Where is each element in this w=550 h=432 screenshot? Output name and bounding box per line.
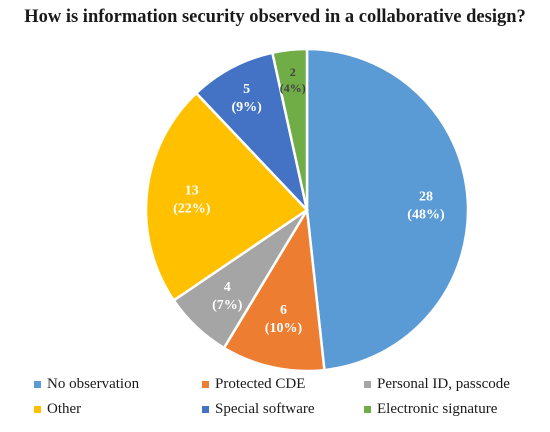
legend-item-special-software: Special software — [202, 401, 364, 418]
data-label-percent-protected-cde: (10%) — [265, 321, 303, 336]
pie-slice-other — [144, 91, 309, 302]
data-label-percent-electronic-signature: (4%) — [280, 81, 306, 95]
data-label-percent-other: (22%) — [173, 201, 211, 216]
pie-slice-no-observation — [305, 47, 470, 372]
legend-swatch-personal-id-passcode — [364, 381, 371, 388]
legend-label-protected-cde: Protected CDE — [215, 376, 306, 392]
legend-label-personal-id-passcode: Personal ID, passcode — [377, 376, 510, 392]
legend-item-no-observation: No observation — [34, 376, 202, 393]
legend-swatch-no-observation — [34, 381, 41, 388]
data-label-value-no-observation: 28 — [419, 190, 433, 205]
chart-title: How is information security observed in … — [24, 7, 526, 27]
legend-item-electronic-signature: Electronic signature — [364, 401, 534, 418]
legend-item-protected-cde: Protected CDE — [202, 376, 364, 393]
legend-label-other: Other — [47, 401, 82, 417]
pie-slice-special-software — [195, 51, 309, 212]
data-label-percent-special-software: (9%) — [232, 100, 263, 115]
legend-swatch-other — [34, 406, 41, 413]
legend-swatch-electronic-signature — [364, 406, 371, 413]
legend-swatch-special-software — [202, 406, 209, 413]
data-label-value-other: 13 — [185, 183, 199, 198]
pie-chart: 28 (48%) 6 (10%) 4 (7%) 13 (22%) 5 (9%) 2 (4%) — [144, 47, 470, 372]
legend: No observation Protected CDE Personal ID, … — [34, 376, 534, 418]
data-label-value-special-software: 5 — [243, 82, 250, 97]
pie-slice-electronic-signature — [271, 47, 309, 212]
legend-swatch-protected-cde — [202, 381, 209, 388]
pie-slice-protected-cde — [222, 208, 326, 372]
data-label-percent-no-observation: (48%) — [407, 208, 445, 223]
data-label-value-personal-id-passcode: 4 — [224, 280, 231, 295]
data-label-value-electronic-signature: 2 — [290, 65, 296, 79]
data-label-value-protected-cde: 6 — [280, 303, 287, 318]
data-label-percent-personal-id-passcode: (7%) — [212, 298, 243, 313]
legend-label-special-software: Special software — [215, 401, 315, 417]
legend-label-no-observation: No observation — [47, 376, 140, 392]
legend-label-electronic-signature: Electronic signature — [377, 401, 498, 417]
legend-item-personal-id-passcode: Personal ID, passcode — [364, 376, 534, 393]
legend-item-other: Other — [34, 401, 202, 418]
